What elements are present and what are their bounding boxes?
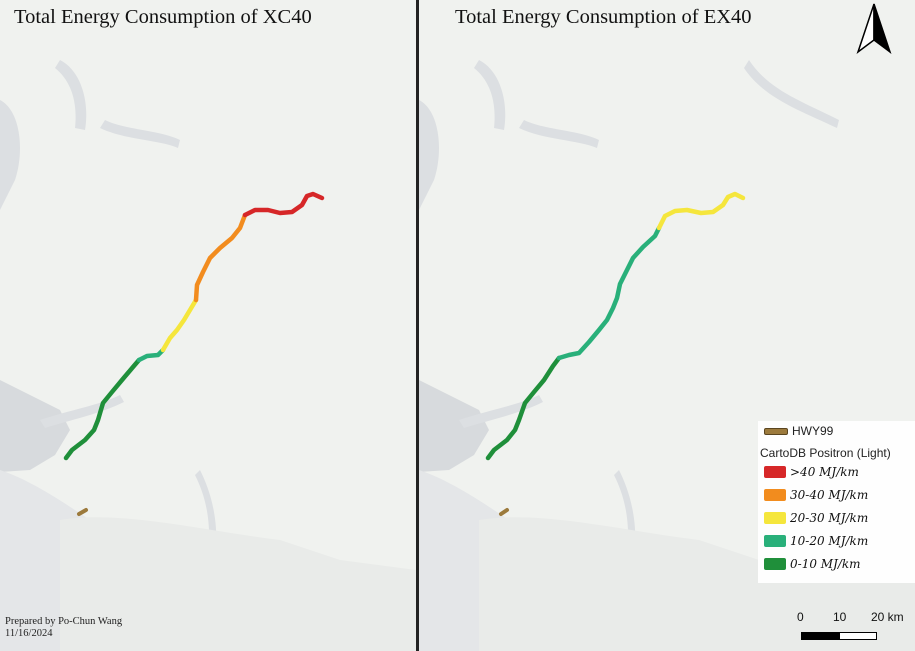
north-arrow-icon [856, 3, 892, 55]
hwy99-fragment [499, 508, 509, 516]
route-segment-10-20 [556, 225, 662, 361]
basemap-ex40 [419, 0, 915, 651]
scale-bar-black [801, 632, 839, 640]
legend-class-10-20: 10-20 MJ/km [764, 533, 868, 549]
legend-basemap-label: CartoDB Positron (Light) [760, 446, 891, 460]
swatch-0-10 [764, 558, 786, 570]
scale-label-0: 0 [797, 610, 804, 624]
legend-hwy99: HWY99 [764, 423, 833, 439]
credit-author: Prepared by Po-Chun Wang [5, 616, 123, 627]
hwy99-swatch [764, 427, 788, 435]
map-title-ex40: Total Energy Consumption of EX40 [455, 6, 752, 28]
swatch-30-40 [764, 489, 786, 501]
map-panel-xc40[interactable]: Total Energy Consumption of XC40 Prepare… [0, 0, 416, 651]
route-segment-gt40 [242, 191, 325, 218]
map-title-xc40: Total Energy Consumption of XC40 [14, 6, 312, 28]
swatch-20-30 [764, 512, 786, 524]
legend-class-gt40: >40 MJ/km [764, 464, 859, 480]
panel-divider [416, 0, 419, 651]
legend-class-label: 10-20 MJ/km [790, 534, 869, 548]
legend-hwy99-label: HWY99 [792, 424, 834, 438]
scale-label-20: 20 km [871, 610, 904, 624]
route-segment-20-30 [160, 297, 199, 353]
map-legend: HWY99 CartoDB Positron (Light) >40 MJ/km… [758, 421, 915, 583]
swatch-gt40 [764, 466, 786, 478]
route-segment-30-40 [193, 212, 248, 303]
legend-class-label: 20-30 MJ/km [790, 511, 869, 525]
basemap-xc40 [0, 0, 416, 651]
credit-date: 11/16/2024 [5, 628, 53, 639]
legend-class-label: 0-10 MJ/km [790, 557, 861, 571]
legend-class-label: >40 MJ/km [790, 465, 859, 479]
route-segment-20-30 [656, 191, 746, 231]
hwy99-fragment [77, 508, 88, 516]
route-segment-0-10 [485, 355, 562, 461]
route-segment-10-20 [136, 347, 166, 363]
scale-bar: 0 10 20 km [789, 610, 904, 650]
legend-class-20-30: 20-30 MJ/km [764, 510, 868, 526]
legend-basemap: CartoDB Positron (Light) [760, 445, 891, 461]
legend-class-label: 30-40 MJ/km [790, 488, 869, 502]
route-segment-0-10 [63, 357, 142, 461]
legend-class-30-40: 30-40 MJ/km [764, 487, 868, 503]
scale-bar-white [839, 632, 877, 640]
swatch-10-20 [764, 535, 786, 547]
map-panel-ex40[interactable]: Total Energy Consumption of EX40 HWY99 C… [419, 0, 915, 651]
legend-class-0-10: 0-10 MJ/km [764, 556, 861, 572]
scale-label-10: 10 [833, 610, 847, 624]
